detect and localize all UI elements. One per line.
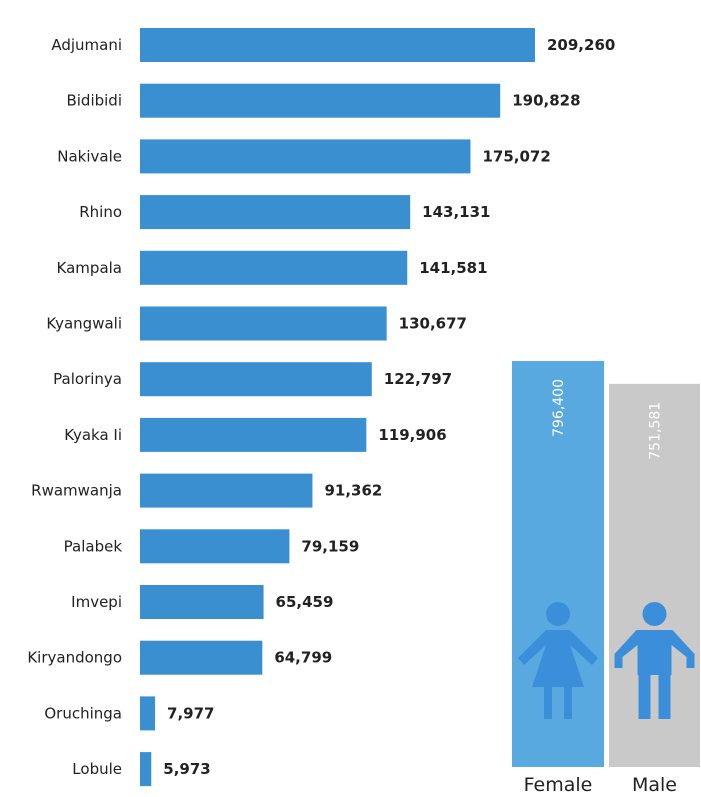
category-label: Palabek <box>64 537 123 555</box>
category-label: Adjumani <box>51 36 122 54</box>
female-count-label: 796,400 <box>551 379 567 437</box>
bar <box>140 585 264 619</box>
value-label: 175,072 <box>482 147 550 165</box>
category-label: Palorinya <box>53 370 122 388</box>
value-label: 209,260 <box>547 36 615 54</box>
gender-panel-male: 751,581 Male <box>609 383 700 796</box>
value-label: 190,828 <box>512 92 580 110</box>
value-label: 141,581 <box>419 259 487 277</box>
male-person-icon <box>614 602 695 719</box>
value-label: 5,973 <box>163 760 210 778</box>
value-label: 119,906 <box>378 426 446 444</box>
bar <box>140 417 367 452</box>
bar <box>140 696 156 731</box>
female-label: Female <box>524 774 593 796</box>
bar <box>140 306 387 341</box>
value-label: 64,799 <box>274 649 332 667</box>
value-label: 143,131 <box>422 203 490 221</box>
bar <box>140 139 471 174</box>
category-label: Kampala <box>57 259 122 277</box>
bar <box>140 362 372 397</box>
bar <box>140 28 535 62</box>
value-label: 79,159 <box>301 537 359 555</box>
bar <box>140 640 263 675</box>
category-label: Imvepi <box>71 593 122 611</box>
male-panel <box>609 383 700 767</box>
bar <box>140 473 313 508</box>
bar <box>140 529 290 564</box>
category-label: Kyangwali <box>46 315 122 333</box>
category-label: Lobule <box>72 760 122 778</box>
bar <box>140 752 152 787</box>
bar <box>140 195 411 230</box>
gender-panel-female: 796,400 Female <box>512 361 604 796</box>
value-label: 122,797 <box>384 370 452 388</box>
category-label: Kiryandongo <box>27 649 122 667</box>
male-label: Male <box>632 774 677 796</box>
female-person-icon <box>518 602 598 719</box>
category-label: Oruchinga <box>44 704 122 722</box>
female-panel <box>512 361 604 767</box>
bar <box>140 250 408 285</box>
bar <box>140 83 501 118</box>
value-label: 7,977 <box>167 704 214 722</box>
value-label: 91,362 <box>324 482 382 500</box>
value-label: 65,459 <box>276 593 334 611</box>
settlement-bars: Adjumani 209,260 Bidibidi 190,828 Nakivale 17… <box>27 28 615 787</box>
category-label: Rwamwanja <box>31 482 122 500</box>
category-label: Kyaka Ii <box>64 426 122 444</box>
category-label: Nakivale <box>57 147 122 165</box>
category-label: Rhino <box>79 203 122 221</box>
male-count-label: 751,581 <box>648 402 664 460</box>
value-label: 130,677 <box>399 315 467 333</box>
category-label: Bidibidi <box>66 92 122 110</box>
